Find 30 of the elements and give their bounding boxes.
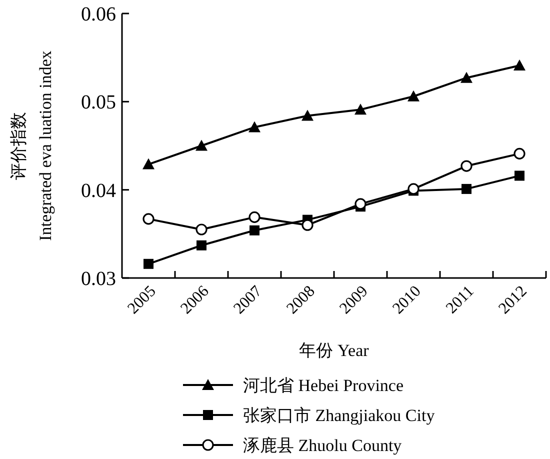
point	[248, 121, 260, 132]
point	[408, 90, 420, 102]
point	[196, 140, 208, 151]
point	[196, 240, 206, 250]
y-tick-label: 0.03	[81, 268, 116, 290]
point	[250, 225, 260, 236]
point	[514, 60, 526, 71]
point	[302, 219, 314, 231]
legend-label: 河北省 Hebei Province	[243, 376, 404, 395]
point	[144, 258, 154, 269]
point	[460, 72, 472, 83]
y-axis-title: 评价指数 Integrated eva luation index	[9, 50, 55, 241]
point	[196, 224, 208, 236]
point	[142, 213, 154, 225]
point	[408, 183, 420, 195]
point	[142, 158, 154, 170]
point	[354, 104, 366, 115]
point	[248, 211, 260, 223]
point	[514, 170, 524, 181]
point	[460, 160, 472, 172]
point	[302, 110, 314, 121]
point	[462, 184, 472, 194]
legend-label: 张家口市 Zhangjiakou City	[243, 406, 436, 425]
x-axis-title: 年份 Year	[299, 341, 370, 360]
y-tick-label: 0.05	[81, 92, 116, 114]
point	[354, 198, 366, 210]
y-tick-label: 0.04	[81, 180, 116, 202]
legend-label: 涿鹿县 Zhuolu County	[243, 436, 402, 455]
point	[514, 148, 526, 160]
y-tick-label: 0.06	[81, 4, 116, 26]
